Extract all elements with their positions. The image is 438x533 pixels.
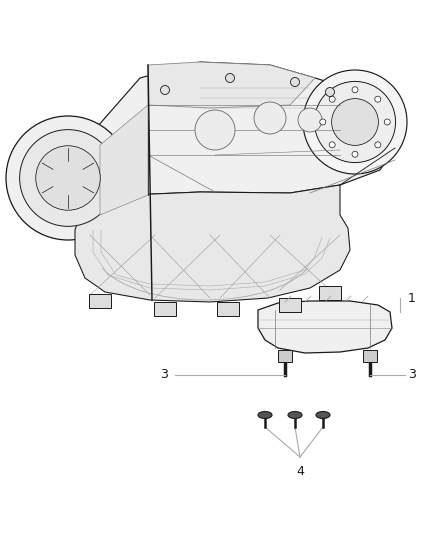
Polygon shape — [100, 105, 148, 215]
Polygon shape — [75, 185, 350, 302]
Circle shape — [325, 87, 335, 96]
Circle shape — [352, 87, 358, 93]
Polygon shape — [148, 62, 315, 108]
FancyBboxPatch shape — [279, 298, 301, 312]
Ellipse shape — [258, 411, 272, 418]
Circle shape — [329, 142, 335, 148]
Circle shape — [36, 146, 100, 210]
Circle shape — [303, 70, 407, 174]
Circle shape — [320, 119, 326, 125]
Polygon shape — [258, 301, 392, 353]
Circle shape — [290, 77, 300, 86]
FancyBboxPatch shape — [217, 302, 239, 316]
Circle shape — [329, 96, 335, 102]
Circle shape — [226, 74, 234, 83]
Ellipse shape — [288, 411, 302, 418]
Circle shape — [332, 99, 378, 146]
Circle shape — [298, 108, 322, 132]
Circle shape — [314, 82, 396, 163]
Circle shape — [20, 130, 117, 227]
Circle shape — [254, 102, 286, 134]
Text: 4: 4 — [296, 465, 304, 478]
Text: 3: 3 — [408, 368, 416, 382]
Ellipse shape — [316, 411, 330, 418]
Text: 3: 3 — [160, 368, 168, 382]
FancyBboxPatch shape — [363, 350, 377, 362]
Circle shape — [352, 151, 358, 157]
Polygon shape — [80, 62, 395, 215]
FancyBboxPatch shape — [278, 350, 292, 362]
Circle shape — [6, 116, 130, 240]
Circle shape — [160, 85, 170, 94]
FancyBboxPatch shape — [154, 302, 176, 316]
FancyBboxPatch shape — [89, 294, 111, 308]
Circle shape — [195, 110, 235, 150]
Circle shape — [384, 119, 390, 125]
FancyBboxPatch shape — [319, 286, 341, 300]
Text: 1: 1 — [408, 292, 416, 304]
Circle shape — [375, 96, 381, 102]
Circle shape — [375, 142, 381, 148]
